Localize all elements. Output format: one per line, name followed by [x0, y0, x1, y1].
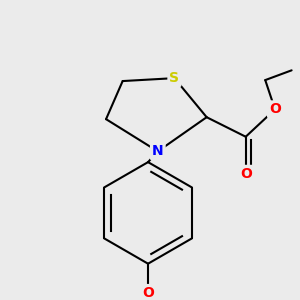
Text: N: N: [152, 144, 164, 158]
Text: O: O: [240, 167, 252, 181]
Text: O: O: [142, 286, 154, 300]
Text: S: S: [169, 71, 179, 85]
Text: O: O: [269, 102, 281, 116]
